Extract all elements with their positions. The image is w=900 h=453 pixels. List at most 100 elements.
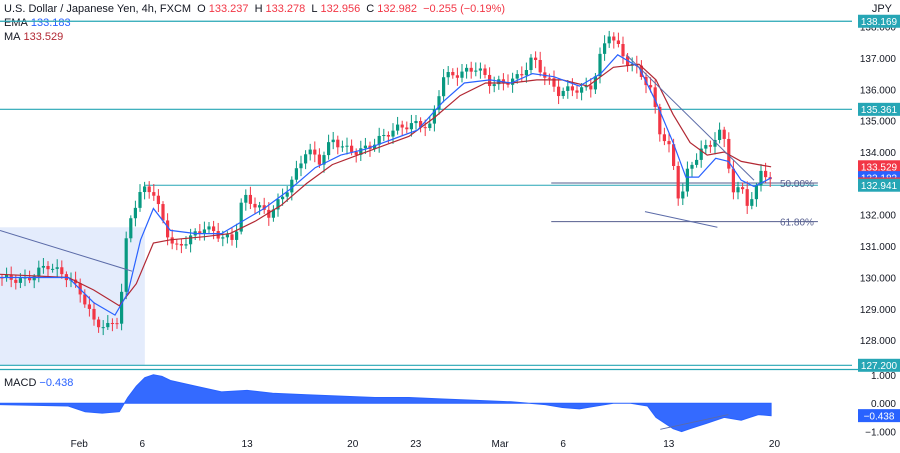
price-badge: 135.361 [858,102,900,116]
candle-body [138,192,142,208]
candle-body [506,82,510,85]
candle [566,79,570,99]
ema-legend[interactable]: EMA 133.183 [4,17,74,29]
candle-body [414,121,418,124]
candle [492,76,496,93]
candle-body [722,129,726,139]
candle [419,117,423,133]
candle-body [552,78,556,87]
price-tick-label: 132.000 [860,211,897,222]
candle-body [92,308,96,320]
candle-body [731,168,735,193]
candle-body [442,77,446,97]
candle-body [446,72,450,78]
candle [253,197,257,215]
candle [235,223,239,248]
candle-body [336,139,340,148]
candle-body [423,127,427,129]
price-badge-label: 135.361 [861,105,898,116]
candle [115,317,119,329]
price-badge-label: 132.941 [861,181,898,192]
candle-body [538,59,542,73]
candle-body [18,278,22,283]
macd-badge-label: −0.438 [864,411,895,422]
candle-body [120,291,124,324]
candle [97,316,101,333]
candle [414,114,418,130]
candle-body [239,202,243,232]
candle [267,202,271,226]
ema-line [0,54,772,316]
candle [708,140,712,153]
candle-body [327,142,331,156]
price-tick-label: 138.000 [860,23,897,34]
candle [547,73,551,85]
ema-label: EMA [4,17,28,29]
candle-body [304,154,308,164]
candle [478,62,482,79]
candle-body [32,276,36,281]
candle [662,127,666,146]
candle [281,188,285,206]
candle-body [207,226,211,230]
price-axis[interactable]: 128.000129.000130.000131.000132.000133.0… [860,23,897,439]
ma-legend[interactable]: MA 133.529 [4,31,66,43]
candle-body [285,192,289,197]
candle [575,84,579,99]
candle-body [322,155,326,165]
macd-tick-label: 0.000 [871,399,896,410]
candle [202,221,206,241]
candle [60,260,64,279]
macd-legend[interactable]: MACD −0.438 [4,377,76,389]
candle [46,261,50,277]
time-axis[interactable]: Feb 6 13 20 23 Mar 6 13 20 [71,439,781,450]
candle [110,318,114,332]
candle [580,83,584,101]
candle [308,143,312,161]
candle [106,315,110,330]
candle [690,161,694,177]
candle-body [221,237,225,239]
candle-body [350,145,354,152]
candle-body [662,134,666,142]
candle-body [405,127,409,130]
candle-body [621,43,625,57]
candle-body [28,277,32,281]
candle [616,32,620,48]
time-tick-label: 13 [663,439,675,450]
candle [230,227,234,246]
time-tick-label: 20 [769,439,781,450]
price-badge-bg [858,358,900,372]
candle [754,182,758,207]
candle-body [41,265,45,268]
candle [603,35,607,61]
candle-body [202,229,206,234]
candle-body [115,323,119,325]
candle-body [575,90,579,93]
candle-body [271,209,275,218]
candle-body [603,43,607,54]
time-tick-label: 6 [140,439,146,450]
candle [515,70,519,84]
candle-body [713,139,717,147]
candle [276,193,280,217]
candle-body [198,231,202,234]
candle-body [419,121,423,128]
candle [120,283,124,331]
candle-body [676,165,680,199]
candle-body [386,135,390,137]
price-tick-label: 137.000 [860,54,897,65]
candle-body [175,243,179,245]
time-tick-label: Mar [492,439,510,450]
candle-body [106,322,110,328]
candle-body [87,304,91,309]
candle [138,184,142,212]
candle [745,181,749,214]
candle-body [474,70,478,72]
candle [391,123,395,144]
candle-body [359,148,363,155]
candle [589,78,593,98]
candle [557,79,561,105]
candle-body [161,204,165,221]
